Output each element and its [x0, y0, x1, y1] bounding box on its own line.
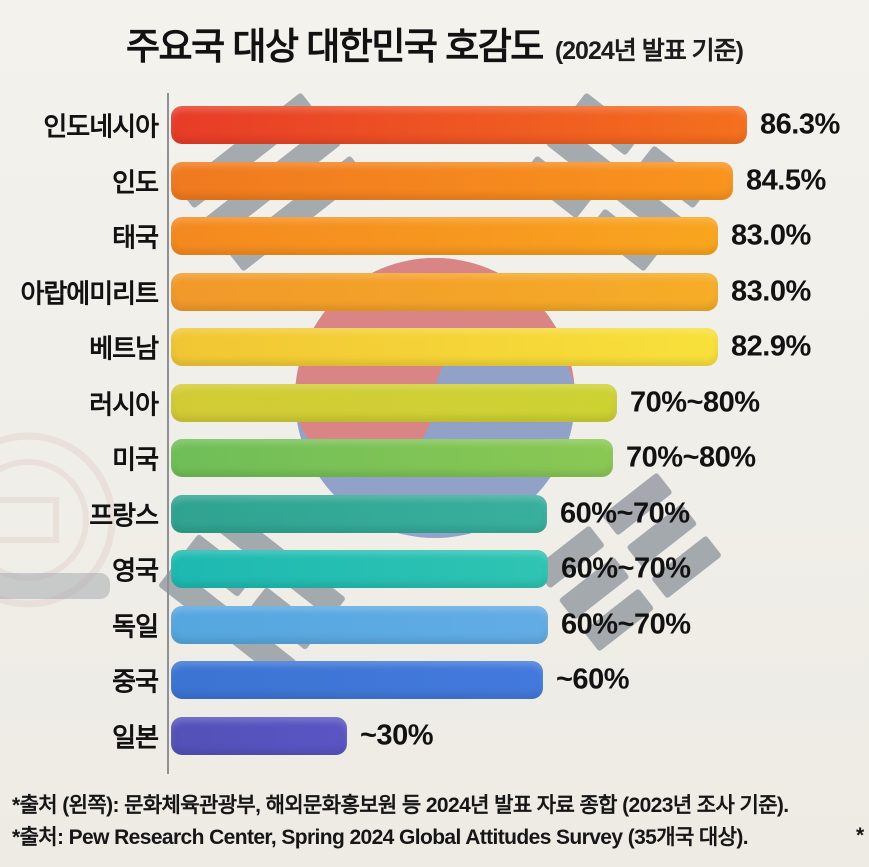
value-label: 86.3% — [760, 108, 840, 141]
favorability-bar — [171, 661, 543, 699]
country-label: 베트남 — [89, 333, 159, 364]
favorability-bar — [171, 106, 747, 144]
country-label: 러시아 — [89, 389, 159, 419]
favorability-bar — [171, 494, 547, 533]
chart-row: 인도 84.5% — [0, 161, 869, 200]
country-label: 미국 — [112, 444, 159, 475]
country-label: 태국 — [112, 222, 159, 253]
watermark-bar — [0, 573, 110, 599]
chart-row: 아랍에미리트 83.0% — [0, 272, 869, 311]
favorability-bar — [171, 217, 718, 255]
country-label: 인도네시아 — [43, 111, 159, 142]
chart-row: 중국 ~60% — [0, 661, 869, 699]
favorability-bar — [171, 328, 718, 366]
country-label: 인도 — [112, 167, 159, 197]
chart-row: 인도네시아 86.3% — [0, 106, 869, 144]
value-label: 70%~80% — [630, 386, 760, 418]
chart-row: 일본 ~30% — [0, 716, 869, 755]
source-footnote-line2: *출처: Pew Research Center, Spring 2024 Gl… — [12, 826, 749, 849]
chart-row: 프랑스 60%~70% — [0, 494, 869, 533]
chart-row: 러시아 70%~80% — [0, 383, 869, 422]
chart-row: 베트남 82.9% — [0, 328, 869, 366]
favorability-bar — [171, 439, 613, 477]
value-label: 70%~80% — [626, 441, 756, 474]
y-axis-line — [167, 93, 169, 774]
value-label: 83.0% — [731, 219, 811, 252]
country-label: 중국 — [112, 666, 159, 697]
value-label: 82.9% — [731, 330, 811, 363]
chart-row: 태국 83.0% — [0, 217, 869, 255]
chart-row: 독일 60%~70% — [0, 605, 869, 644]
country-label: 아랍에미리트 — [20, 278, 159, 308]
chart-row: 미국 70%~80% — [0, 439, 869, 477]
page-title: 주요국 대상 대한민국 호감도 (2024년 발표 기준) — [0, 16, 869, 70]
favorability-bar — [171, 272, 718, 311]
country-label: 독일 — [112, 611, 159, 641]
value-label: 83.0% — [731, 275, 811, 307]
country-label: 프랑스 — [89, 500, 159, 530]
favorability-bar — [171, 161, 733, 200]
value-label: 60%~70% — [560, 497, 690, 529]
favorability-bar — [171, 716, 347, 755]
trigram-gon-icon — [535, 473, 721, 651]
country-label: 영국 — [112, 555, 159, 586]
title-main: 주요국 대상 대한민국 호감도 — [126, 26, 544, 67]
value-label: ~60% — [556, 663, 629, 696]
favorability-bar — [171, 550, 548, 588]
value-label: ~30% — [360, 719, 433, 751]
clipped-asterisk: * — [856, 824, 865, 847]
chart-row: 영국 60%~70% — [0, 550, 869, 588]
value-label: 60%~70% — [561, 552, 691, 585]
value-label: 60%~70% — [561, 608, 691, 640]
source-footnote-line1: *출처 (왼쪽): 문화체육관광부, 해외문화홍보원 등 2024년 발표 자료… — [12, 794, 789, 817]
favorability-bar — [171, 383, 617, 422]
country-label: 일본 — [112, 722, 159, 752]
title-sub: (2024년 발표 기준) — [554, 37, 744, 65]
source-footnotes: *출처 (왼쪽): 문화체육관광부, 해외문화홍보원 등 2024년 발표 자료… — [12, 790, 869, 854]
stamp-watermark-icon — [0, 432, 116, 608]
value-label: 84.5% — [746, 164, 826, 196]
favorability-bar — [171, 605, 548, 644]
